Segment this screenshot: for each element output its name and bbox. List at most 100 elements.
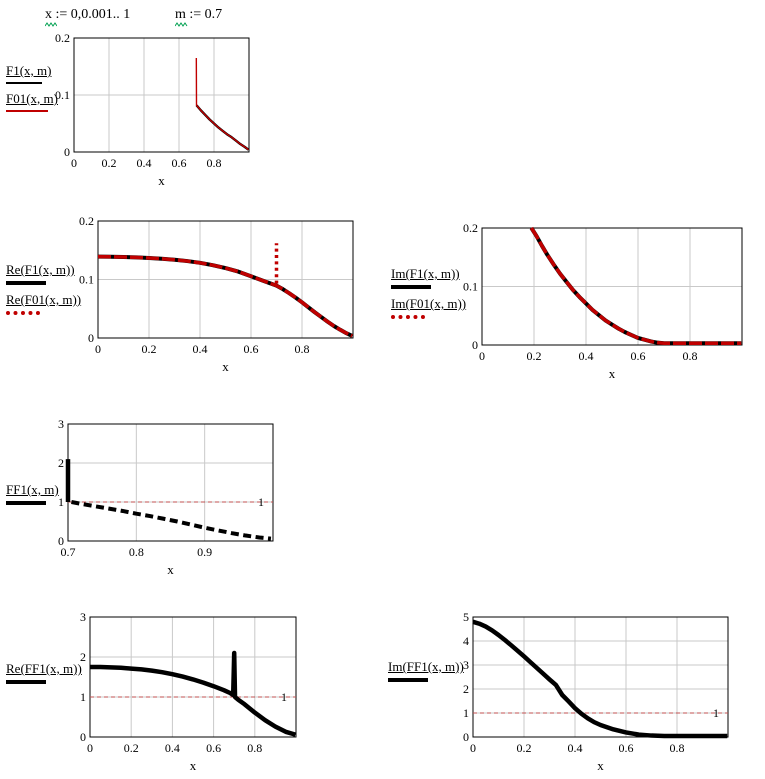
y-tick-label: 1 (80, 690, 86, 704)
series-0 (529, 226, 742, 346)
plot-f1-legend: F1(x, m) F01(x, m) (6, 63, 58, 119)
y-tick-label: 0 (64, 145, 70, 159)
legend-trace-sample-bar-black (6, 281, 46, 285)
x-tick-label: 0.8 (247, 741, 262, 755)
x-tick-label: 0.8 (670, 741, 685, 755)
legend-entry: FF1(x, m) (6, 482, 59, 505)
x-tick-label: 0 (87, 741, 93, 755)
x-tick-label: 0.8 (129, 545, 144, 559)
x-tick-label: 0.2 (527, 349, 542, 363)
x-tick-label: 0 (95, 342, 101, 356)
legend-trace-sample-bar-black (388, 678, 428, 682)
legend-entry: Im(F01(x, m)) (391, 296, 466, 319)
plot-ff1[interactable]: 1 0.7 0.8 0.9 0 1 2 3 x (34, 416, 281, 577)
y-tick-label: 2 (463, 682, 469, 696)
x-tick-label: 0 (71, 156, 77, 170)
plot-im-ff1-legend: Im(FF1(x, m)) (388, 659, 464, 689)
x-tick-label: 0.6 (244, 342, 259, 356)
plot-f1[interactable]: 0 0.2 0.4 0.6 0.8 0 0.1 0.2 x (40, 30, 257, 188)
m-definition-body: := 0.7 (185, 7, 223, 22)
series-0 (472, 619, 728, 739)
axes-box (89, 616, 297, 738)
plot-im-ff1[interactable]: 1 0 0.2 0.4 0.6 0.8 0 1 2 3 4 5 x (439, 609, 736, 773)
x-axis-label: x (158, 173, 165, 188)
x-tick-label: 0.4 (579, 349, 594, 363)
x-tick-label: 0.8 (683, 349, 698, 363)
warning-squiggle-icon (45, 22, 57, 27)
x-tick-label: 0.2 (124, 741, 139, 755)
y-tick-label: 0 (58, 534, 64, 548)
legend-label: Im(FF1(x, m)) (388, 659, 464, 674)
series-0 (195, 104, 250, 151)
y-tick-label: 0.1 (55, 88, 70, 102)
y-tick-label: 1 (58, 495, 64, 509)
variable-x: x (45, 7, 57, 27)
legend-entry: F01(x, m) (6, 91, 58, 112)
x-tick-label: 0.2 (517, 741, 532, 755)
y-tick-label: 1 (463, 706, 469, 720)
y-tick-label: 5 (463, 610, 469, 624)
legend-label: Re(FF1(x, m)) (6, 661, 82, 676)
legend-trace-sample-bar-black (6, 501, 46, 505)
y-tick-label: 0 (88, 331, 94, 345)
series-1 (529, 227, 742, 345)
y-tick-label: 0.1 (79, 273, 94, 287)
axes-box (481, 227, 743, 346)
x-axis-label: x (222, 359, 229, 374)
legend-label: Im(F01(x, m)) (391, 296, 467, 311)
axes-box (472, 616, 729, 738)
y-tick-label: 4 (463, 634, 469, 648)
legend-label: F1(x, m) (6, 63, 52, 78)
legend-trace-sample-line-black-thin (6, 82, 42, 84)
axes-box (73, 37, 250, 153)
axes-box (97, 220, 354, 339)
x-axis-label: x (190, 758, 197, 773)
legend-trace-sample-bar-black (6, 680, 46, 684)
legend-entry: Re(F1(x, m)) (6, 262, 81, 285)
y-tick-label: 0 (80, 730, 86, 744)
x-tick-label: 0.8 (207, 156, 222, 170)
x-tick-label: 0 (479, 349, 485, 363)
y-tick-label: 3 (58, 417, 64, 431)
x-tick-label: 0.7 (61, 545, 76, 559)
range-definition-body: := 0,0.001.. 1 (52, 7, 131, 22)
plot-re-ff1-legend: Re(FF1(x, m)) (6, 661, 82, 691)
y-tick-label: 0.1 (463, 280, 478, 294)
y-tick-label: 2 (58, 456, 64, 470)
x-axis-label: x (167, 562, 174, 577)
plot-re-ff1[interactable]: 1 0 0.2 0.4 0.6 0.8 0 1 2 3 x (56, 609, 304, 773)
y-tick-label: 3 (463, 658, 469, 672)
marker-label: 1 (281, 690, 287, 704)
marker-label: 1 (713, 706, 719, 720)
x-axis-label: x (609, 366, 616, 381)
x-tick-label: 0.2 (142, 342, 157, 356)
x-tick-label: 0.4 (137, 156, 152, 170)
y-tick-label: 0 (472, 338, 478, 352)
series-0 (90, 650, 297, 737)
series-1 (195, 57, 249, 151)
x-tick-label: 0.9 (197, 545, 212, 559)
x-tick-label: 0.6 (206, 741, 221, 755)
y-tick-label: 0.2 (463, 221, 478, 235)
x-tick-label: 0.4 (568, 741, 583, 755)
x-tick-label: 0.4 (165, 741, 180, 755)
plot-re-f1[interactable]: 0 0.2 0.4 0.6 0.8 0 0.1 0.2 x (64, 213, 361, 374)
range-definition[interactable]: x := 0,0.001.. 1 (45, 7, 131, 27)
x-tick-label: 0.6 (631, 349, 646, 363)
y-tick-label: 0 (463, 730, 469, 744)
legend-trace-sample-dots-red (6, 311, 40, 315)
legend-entry: Im(FF1(x, m)) (388, 659, 464, 682)
plot-ff1-legend: FF1(x, m) (6, 482, 59, 512)
m-definition[interactable]: m := 0.7 (175, 7, 223, 27)
x-tick-label: 0.4 (193, 342, 208, 356)
legend-trace-sample-dots-red (391, 315, 425, 319)
y-tick-label: 2 (80, 650, 86, 664)
x-tick-label: 0 (470, 741, 476, 755)
x-tick-label: 0.6 (172, 156, 187, 170)
legend-entry: F1(x, m) (6, 63, 58, 84)
variable-m: m (175, 7, 188, 27)
legend-trace-sample-line-red (6, 110, 48, 112)
series-1 (71, 500, 272, 541)
plot-im-f1[interactable]: 0 0.2 0.4 0.6 0.8 0 0.1 0.2 x (448, 220, 750, 381)
